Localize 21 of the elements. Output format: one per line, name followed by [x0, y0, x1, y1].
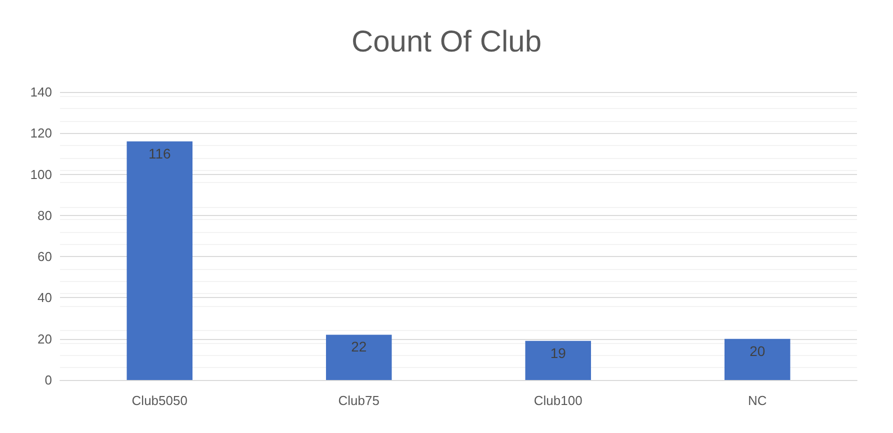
bar — [126, 141, 192, 380]
bar — [724, 338, 790, 380]
bar — [326, 334, 392, 380]
y-tick-label: 100 — [30, 166, 52, 182]
y-tick-label: 80 — [38, 208, 52, 223]
data-label: 19 — [550, 344, 566, 361]
y-tick-label: 120 — [30, 126, 52, 141]
x-tick-label: Club100 — [534, 393, 582, 408]
x-tick-label: Club5050 — [132, 393, 188, 408]
data-label: 22 — [351, 338, 367, 355]
data-label: 20 — [750, 342, 766, 359]
y-tick-label: 140 — [30, 84, 52, 100]
y-tick-label: 20 — [38, 331, 52, 346]
y-tick-label: 60 — [38, 249, 52, 264]
y-tick-label: 40 — [38, 290, 52, 306]
x-tick-label: Club75 — [338, 393, 380, 408]
bar — [525, 340, 591, 380]
chart-title: Count Of Club — [351, 26, 542, 58]
x-tick-label: NC — [748, 393, 767, 408]
data-label: 116 — [148, 145, 171, 162]
y-tick-label: 0 — [44, 372, 52, 388]
